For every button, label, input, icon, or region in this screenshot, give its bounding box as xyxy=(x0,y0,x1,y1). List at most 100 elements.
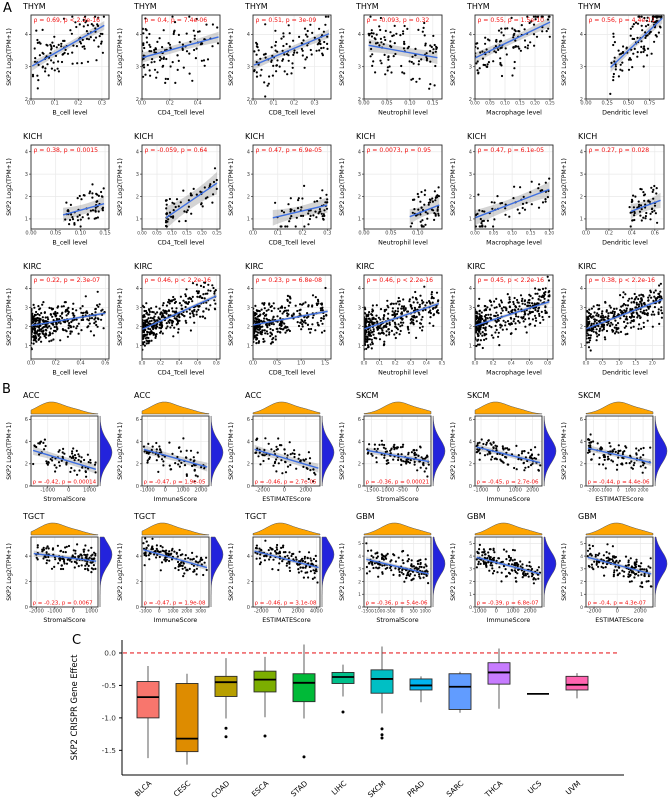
svg-text:3: 3 xyxy=(469,64,472,70)
svg-text:2: 2 xyxy=(247,194,250,200)
svg-text:SKP2 Log2(TPM+1): SKP2 Log2(TPM+1) xyxy=(6,158,13,216)
svg-text:0: 0 xyxy=(158,609,161,615)
svg-text:SKP2 Log2(TPM+1): SKP2 Log2(TPM+1) xyxy=(117,422,124,480)
svg-text:ImmuneScore: ImmuneScore xyxy=(154,617,198,624)
svg-text:4: 4 xyxy=(358,439,361,445)
svg-text:ρ = -0.059, p = 0.64: ρ = -0.059, p = 0.64 xyxy=(145,147,208,154)
svg-text:0.0: 0.0 xyxy=(139,361,146,367)
panel-c-label: C xyxy=(72,633,82,648)
svg-text:3: 3 xyxy=(580,64,583,70)
svg-text:KICH: KICH xyxy=(356,132,375,141)
svg-text:-1000: -1000 xyxy=(139,609,152,615)
svg-text:ρ = -0.45, p = 2.7e-06: ρ = -0.45, p = 2.7e-06 xyxy=(477,480,540,486)
scatter-gbm-estimatescore: ρ = -0.4, p = 4.3e-07-2000 0 2000012345EST… xyxy=(561,512,668,624)
svg-text:1000: 1000 xyxy=(85,609,98,615)
svg-text:0.1: 0.1 xyxy=(51,101,59,107)
scatter-kirc-dendritic-level: ρ = 0.38, p < 2.2e-16 0.0 0.5 1.0 1.5 2.0 1 2 3 4… xyxy=(561,262,665,377)
svg-text:ρ = 0.55, p = 1.5e-10: ρ = 0.55, p = 1.5e-10 xyxy=(478,17,545,24)
svg-text:Neutrophil level: Neutrophil level xyxy=(378,370,428,377)
svg-text:ρ = -0.23, p = 0.0067: ρ = -0.23, p = 0.0067 xyxy=(33,601,94,607)
svg-text:1: 1 xyxy=(25,217,28,223)
scatter-thym-neutrophil-level: ρ = -0.093, p = 0.32 0.00 0.05 0.10 0.15 2 3 4 N… xyxy=(339,2,443,117)
svg-text:TGCT: TGCT xyxy=(22,512,45,521)
svg-text:3: 3 xyxy=(136,172,139,178)
svg-text:4: 4 xyxy=(136,439,139,445)
svg-text:0.2: 0.2 xyxy=(157,361,164,367)
scatter-kirc-cd4-tcell-level: ρ = 0.46, p < 2.2e-16 0.0 0.2 0.4 0.6 0.8 1 2 3 4… xyxy=(117,262,221,377)
svg-text:ρ = 0.56, p = 4.4e-11: ρ = 0.56, p = 4.4e-11 xyxy=(589,17,656,24)
svg-text:SKP2 Log2(TPM+1): SKP2 Log2(TPM+1) xyxy=(339,422,346,480)
svg-text:4: 4 xyxy=(247,32,250,38)
svg-text:0.3: 0.3 xyxy=(98,101,106,107)
svg-text:Macrophage level: Macrophage level xyxy=(486,110,542,117)
scatter-skcm-stromalscore: ρ = -0.36, p = 0.00021 -1500 -1000 -500 0 0 2 4… xyxy=(339,391,446,503)
svg-text:3: 3 xyxy=(25,172,28,178)
svg-text:Macrophage level: Macrophage level xyxy=(486,370,542,377)
svg-text:0.00: 0.00 xyxy=(137,231,147,237)
svg-text:4: 4 xyxy=(358,32,361,38)
svg-text:ρ = 0.69, p < 2.2e-16: ρ = 0.69, p < 2.2e-16 xyxy=(34,17,101,24)
svg-text:KIRC: KIRC xyxy=(245,262,264,271)
svg-text:SKP2 Log2(TPM+1): SKP2 Log2(TPM+1) xyxy=(228,158,235,216)
svg-text:ρ = 0.23, p = 6.8e-08: ρ = 0.23, p = 6.8e-08 xyxy=(256,277,323,284)
svg-text:0.15: 0.15 xyxy=(515,101,525,107)
svg-text:ρ = -0.47, p = 1.9e-08: ρ = -0.47, p = 1.9e-08 xyxy=(144,601,207,607)
svg-text:0.0: 0.0 xyxy=(249,361,257,367)
svg-text:ESTIMATEScore: ESTIMATEScore xyxy=(262,496,311,503)
svg-text:StromalScore: StromalScore xyxy=(376,496,418,503)
svg-text:1.0: 1.0 xyxy=(297,361,305,367)
svg-text:0.0: 0.0 xyxy=(27,361,35,367)
svg-text:0.0: 0.0 xyxy=(138,101,146,107)
svg-text:KICH: KICH xyxy=(467,132,486,141)
panel-a-label: A xyxy=(3,1,12,16)
panel-a-scatter-grid: ρ = 0.69, p < 2.2e-16 0.0 0.1 0.2 0.3 2 3 4 B_ce… xyxy=(3,0,669,390)
svg-text:4: 4 xyxy=(469,150,472,156)
svg-text:-2000: -2000 xyxy=(29,609,44,615)
svg-text:SKP2 Log2(TPM+1): SKP2 Log2(TPM+1) xyxy=(117,288,124,346)
svg-text:3: 3 xyxy=(25,64,28,70)
svg-text:SKP2 Log2(TPM+1): SKP2 Log2(TPM+1) xyxy=(339,158,346,216)
scatter-tgct-estimatescore: ρ = -0.46, p = 3.1e-08-2000 0 2000 4000024E… xyxy=(228,512,335,624)
scatter-acc-immunescore: ρ = -0.47, p = 1.9e-05-1000 0 1000 20000246… xyxy=(117,391,224,503)
svg-text:3: 3 xyxy=(358,64,361,70)
scatter-acc-estimatescore: ρ = -0.46, p = 2.7e-05 -2000 0 2000 0 2 4 6 ESTI… xyxy=(228,391,335,503)
svg-text:6: 6 xyxy=(247,417,250,423)
svg-text:0.25: 0.25 xyxy=(545,101,555,107)
svg-text:1.5: 1.5 xyxy=(321,361,329,367)
svg-text:THYM: THYM xyxy=(133,2,157,11)
svg-text:SKCM: SKCM xyxy=(578,391,600,400)
svg-text:0.6: 0.6 xyxy=(101,361,109,367)
svg-text:2: 2 xyxy=(580,97,583,103)
svg-text:SKP2 Log2(TPM+1): SKP2 Log2(TPM+1) xyxy=(339,288,346,346)
svg-text:-1000: -1000 xyxy=(379,488,394,494)
svg-text:0.05: 0.05 xyxy=(489,231,499,237)
svg-text:ρ = 0.47, p = 6.1e-05: ρ = 0.47, p = 6.1e-05 xyxy=(478,147,545,154)
svg-text:CD4_Tcell level: CD4_Tcell level xyxy=(158,110,205,117)
svg-text:ρ = 0.0073, p = 0.95: ρ = 0.0073, p = 0.95 xyxy=(367,147,432,154)
scatter-thym-cd8-tcell-level: ρ = 0.51, p = 3e-09 0.0 0.1 0.2 0.3 2 3 4 CD8_Tc… xyxy=(228,2,332,117)
svg-text:0.00: 0.00 xyxy=(470,231,480,237)
svg-text:3: 3 xyxy=(580,172,583,178)
svg-text:0.4: 0.4 xyxy=(176,361,183,367)
svg-text:6: 6 xyxy=(136,417,139,423)
svg-text:0.25: 0.25 xyxy=(602,101,613,107)
svg-text:0.4: 0.4 xyxy=(628,231,636,237)
svg-text:0.2: 0.2 xyxy=(166,101,174,107)
svg-text:2: 2 xyxy=(247,97,250,103)
svg-text:0.10: 0.10 xyxy=(507,231,517,237)
scatter-kich-dendritic-level: ρ = 0.27, p = 0.028 0.0 0.2 0.4 0.6 1 2 3 4 Dendr… xyxy=(561,132,665,247)
svg-text:4: 4 xyxy=(25,554,28,560)
svg-text:THYM: THYM xyxy=(355,2,379,11)
svg-text:0.15: 0.15 xyxy=(427,101,438,107)
svg-text:SKP2 Log2(TPM+1): SKP2 Log2(TPM+1) xyxy=(6,422,13,480)
svg-text:KIRC: KIRC xyxy=(23,262,42,271)
svg-text:0.3: 0.3 xyxy=(407,361,414,367)
svg-text:4: 4 xyxy=(469,32,472,38)
svg-text:1: 1 xyxy=(469,217,472,223)
svg-text:1: 1 xyxy=(247,217,250,223)
svg-text:4: 4 xyxy=(25,150,28,156)
svg-text:2000: 2000 xyxy=(194,488,207,494)
svg-text:THYM: THYM xyxy=(244,2,268,11)
